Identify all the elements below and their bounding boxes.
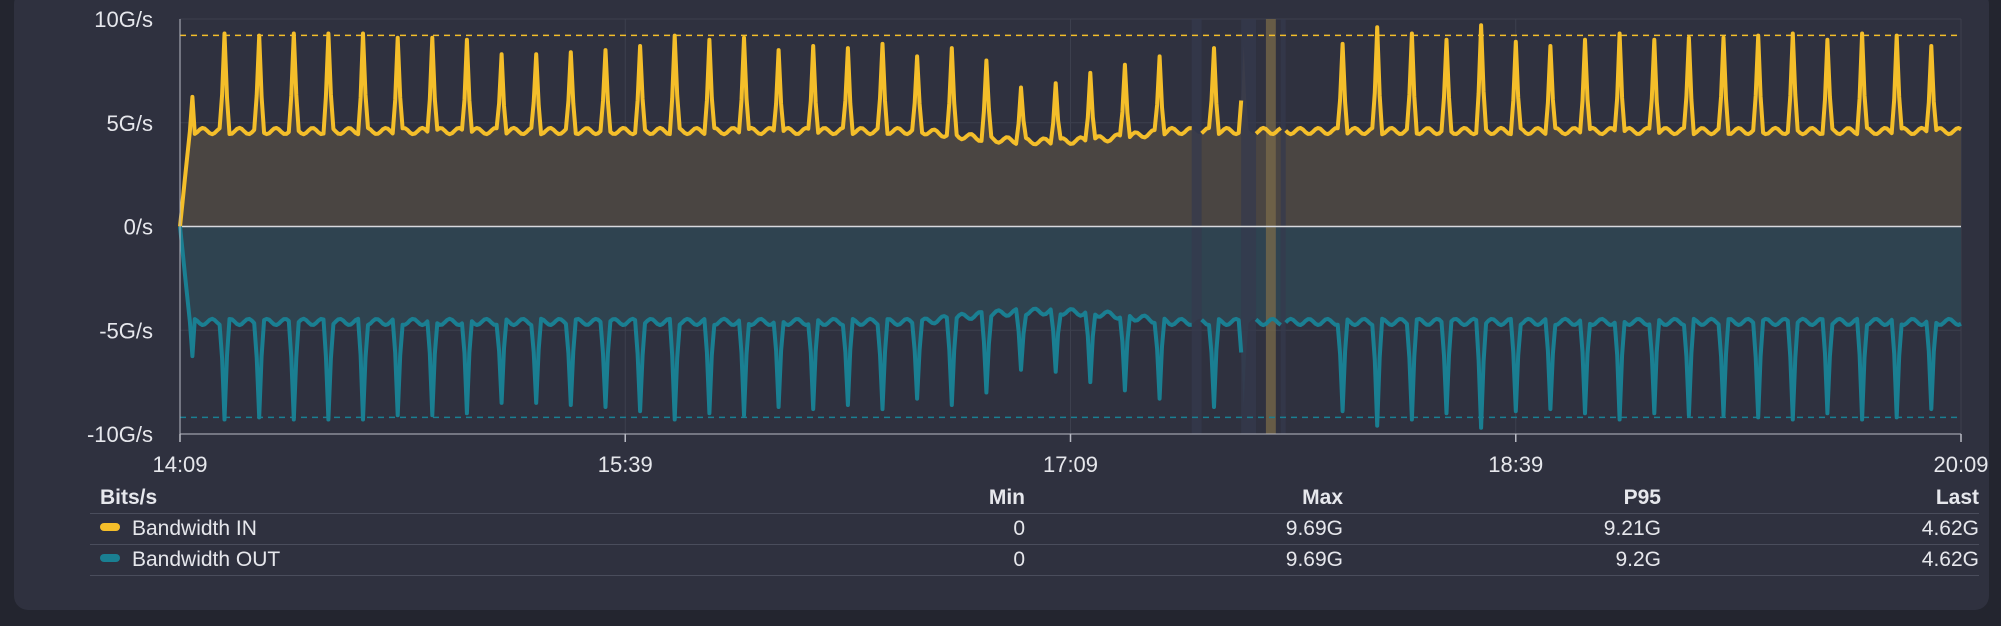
- y-tick-label: -10G/s: [87, 422, 153, 447]
- series-label[interactable]: Bandwidth IN: [132, 517, 257, 540]
- legend-col-max[interactable]: Max: [1025, 483, 1343, 514]
- y-tick-label: -5G/s: [99, 318, 153, 343]
- legend-series-name[interactable]: Bandwidth IN: [90, 513, 705, 545]
- series-color-swatch[interactable]: [100, 523, 120, 532]
- series-line-out[interactable]: [178, 226, 1962, 430]
- legend-value-min: 0: [705, 544, 1025, 576]
- legend-row-bandwidth-in[interactable]: Bandwidth IN 0 9.69G 9.21G 4.62G: [90, 513, 1979, 545]
- x-tick-label: 14:09: [152, 452, 207, 477]
- legend-value-last: 4.62G: [1661, 513, 1979, 545]
- legend-header-row: Bits/s Min Max P95 Last: [90, 483, 1979, 514]
- x-tick-label: 17:09: [1043, 452, 1098, 477]
- legend-col-p95[interactable]: P95: [1343, 483, 1661, 514]
- legend-row-bandwidth-out[interactable]: Bandwidth OUT 0 9.69G 9.2G 4.62G: [90, 544, 1979, 576]
- x-tick-label: 18:39: [1488, 452, 1543, 477]
- y-tick-label: 0/s: [124, 215, 153, 240]
- series-line-in[interactable]: [178, 23, 1962, 227]
- x-tick-label: 20:09: [1933, 452, 1988, 477]
- legend-value-p95: 9.2G: [1343, 544, 1661, 576]
- legend-value-last: 4.62G: [1661, 544, 1979, 576]
- legend-col-min[interactable]: Min: [705, 483, 1025, 514]
- legend-table: Bits/s Min Max P95 Last Bandwidth IN 0 9…: [90, 483, 1979, 576]
- x-tick-label: 15:39: [598, 452, 653, 477]
- y-tick-label: 10G/s: [94, 7, 153, 32]
- legend-col-last[interactable]: Last: [1661, 483, 1979, 514]
- legend-value-max: 9.69G: [1025, 513, 1343, 545]
- legend-value-max: 9.69G: [1025, 544, 1343, 576]
- legend-value-p95: 9.21G: [1343, 513, 1661, 545]
- legend-unit-header: Bits/s: [90, 483, 705, 514]
- y-tick-label: 5G/s: [107, 111, 153, 136]
- series-color-swatch[interactable]: [100, 554, 120, 563]
- legend-series-name[interactable]: Bandwidth OUT: [90, 544, 705, 576]
- legend-value-min: 0: [705, 513, 1025, 545]
- series-label[interactable]: Bandwidth OUT: [132, 548, 281, 571]
- graph-panel: 10G/s 5G/s 0/s -5G/s -10G/s 14:09 15:39 17:09 18…: [14, 0, 1989, 610]
- bandwidth-chart[interactable]: 10G/s 5G/s 0/s -5G/s -10G/s 14:09 15:39 17:09 18…: [14, 0, 1989, 480]
